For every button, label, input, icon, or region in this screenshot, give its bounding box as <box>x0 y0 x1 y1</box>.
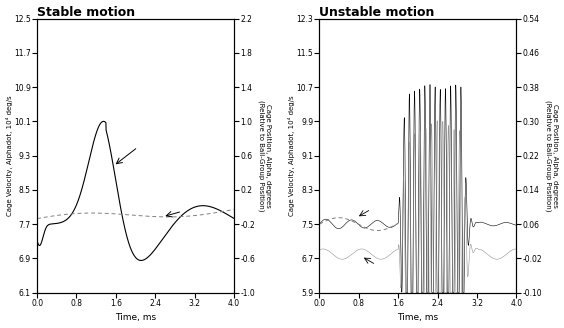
X-axis label: Time, ms: Time, ms <box>115 314 156 322</box>
Y-axis label: Cage Velocity, Alphadot, 10⁴ deg/s: Cage Velocity, Alphadot, 10⁴ deg/s <box>288 95 295 216</box>
Y-axis label: Cage Position, Alpha, degrees
(Relative to Ball-Group Position): Cage Position, Alpha, degrees (Relative … <box>258 100 271 211</box>
Text: Stable motion: Stable motion <box>37 6 135 19</box>
X-axis label: Time, ms: Time, ms <box>397 314 438 322</box>
Y-axis label: Cage Position, Alpha, degrees
(Relative to Ball-Group Position): Cage Position, Alpha, degrees (Relative … <box>545 100 558 211</box>
Text: Unstable motion: Unstable motion <box>319 6 435 19</box>
Y-axis label: Cage Velocity, Alphadot, 10⁴ deg/s: Cage Velocity, Alphadot, 10⁴ deg/s <box>6 95 12 216</box>
